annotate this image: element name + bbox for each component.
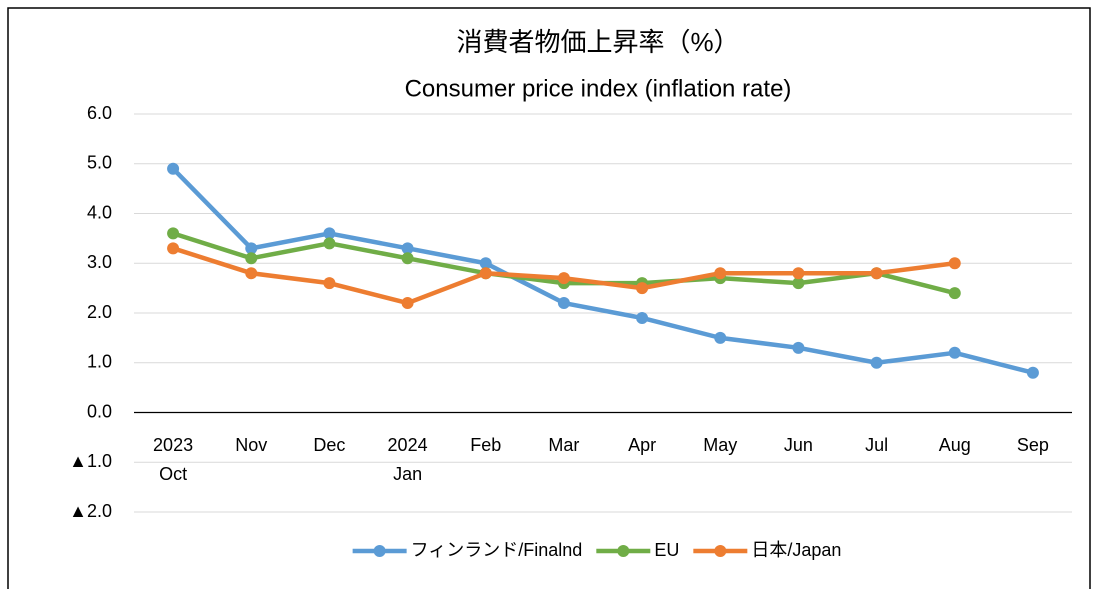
chart-border (7, 7, 1091, 589)
data-point (948, 287, 961, 300)
y-tick-label: 1.0 (87, 352, 112, 372)
data-point (245, 242, 258, 255)
legend-label: EU (654, 540, 679, 560)
data-point (870, 267, 883, 280)
y-tick-label: ▲2.0 (69, 501, 112, 521)
data-point (167, 162, 180, 175)
legend-marker (373, 545, 386, 557)
data-point (714, 267, 727, 280)
legend-label: フィンランド/Finalnd (411, 540, 583, 560)
x-tick-label: Jul (865, 434, 889, 455)
x-tick-label: 2023 Oct (153, 434, 194, 484)
data-point (948, 346, 961, 359)
series-line (171, 167, 1034, 375)
x-tick-label: Feb (470, 434, 502, 455)
y-tick-label: 2.0 (87, 302, 112, 322)
data-point (1026, 366, 1039, 379)
data-point (792, 341, 805, 354)
data-point (401, 252, 414, 265)
y-tick-label: 0.0 (87, 401, 112, 421)
y-tick-label: 4.0 (87, 202, 112, 222)
data-point (792, 267, 805, 280)
data-point (870, 356, 883, 369)
x-tick-label: Nov (235, 434, 268, 455)
x-tick-label: Jun (783, 434, 813, 455)
chart-title: 消費者物価上昇率（%） (456, 27, 739, 57)
data-point (792, 277, 805, 290)
data-point (167, 242, 180, 255)
x-tick-label: Sep (1016, 434, 1049, 455)
legend-marker (617, 545, 630, 557)
data-point (557, 272, 570, 285)
y-tick-label: ▲1.0 (69, 451, 112, 471)
data-point (557, 297, 570, 310)
data-point (401, 297, 414, 310)
legend-marker (714, 545, 727, 557)
data-point (167, 227, 180, 240)
x-tick-label: Mar (548, 434, 580, 455)
data-point (401, 242, 414, 255)
x-tick-label: Apr (628, 434, 657, 455)
data-point (479, 257, 492, 270)
data-point (636, 282, 649, 295)
x-tick-label: 2024 Jan (387, 434, 428, 484)
y-tick-label: 5.0 (87, 153, 112, 173)
legend-label: 日本/Japan (751, 540, 841, 560)
x-tick-label: May (703, 434, 738, 455)
data-point (714, 331, 727, 344)
data-point (323, 277, 336, 290)
data-point (636, 311, 649, 324)
chart-subtitle: Consumer price index (inflation rate) (405, 75, 792, 102)
x-tick-label: Aug (938, 434, 971, 455)
data-point (948, 257, 961, 270)
data-point (323, 227, 336, 240)
x-tick-label: Dec (313, 434, 346, 455)
y-tick-label: 6.0 (87, 103, 112, 123)
y-tick-label: 3.0 (87, 252, 112, 272)
data-point (479, 267, 492, 280)
data-point (245, 267, 258, 280)
data-point (245, 252, 258, 265)
data-point (323, 237, 336, 250)
